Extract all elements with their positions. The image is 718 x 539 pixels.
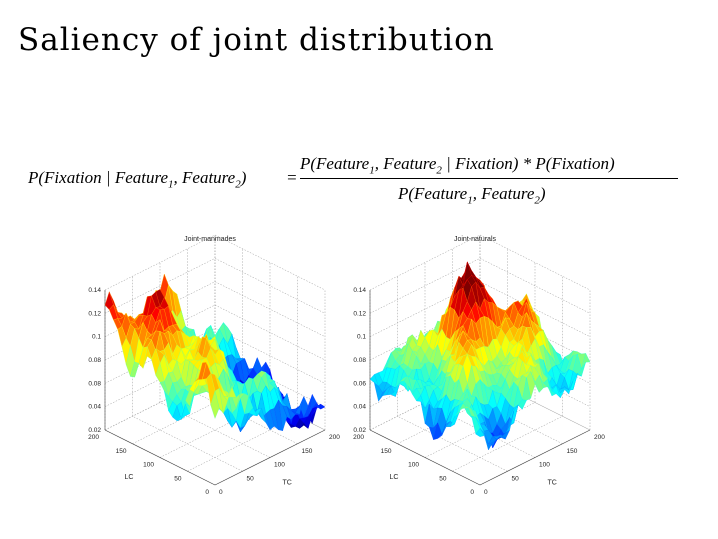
tc-tick-label: 50: [512, 475, 520, 482]
tc-tick-label: 0: [219, 489, 223, 495]
lc-tick-label: 0: [470, 489, 474, 495]
tc-tick-label: 50: [247, 475, 255, 482]
surface-plot-naturals: Joint-naturals 0.14 0.12 0.1 0.08 0.06 0.04 0.…: [345, 230, 605, 495]
lc-tick-label: 100: [408, 462, 419, 469]
fraction-bar: [300, 178, 678, 179]
z-tick-label: 0.06: [353, 380, 366, 387]
bayes-formula: P(Fixation | Feature1, Feature2) = P(Fea…: [0, 148, 718, 218]
x-axis-label: LC: [125, 474, 134, 481]
lc-tick-label: 50: [174, 475, 182, 482]
z-tick-label: 0.04: [353, 404, 366, 411]
lc-tick-label: 50: [439, 475, 447, 482]
surface: [104, 273, 326, 433]
formula-numerator: P(Feature1, Feature2 | Fixation) * P(Fix…: [300, 154, 615, 177]
formula-lhs: P(Fixation | Feature1, Feature2): [28, 168, 247, 191]
tc-tick-label: 200: [594, 434, 605, 441]
lc-tick-label: 150: [116, 448, 127, 455]
plot-title: Joint-naturals: [453, 236, 497, 243]
lc-tick-label: 200: [88, 434, 99, 441]
tc-tick-label: 150: [567, 448, 578, 455]
z-tick-label: 0.04: [88, 404, 101, 411]
y-axis-label: TC: [283, 479, 292, 486]
lc-tick-label: 150: [381, 448, 392, 455]
tc-tick-label: 0: [484, 489, 488, 495]
lc-tick-label: 200: [353, 434, 364, 441]
z-tick-label: 0.02: [88, 427, 101, 434]
plot-title: Joint-manmades: [184, 236, 236, 243]
lc-tick-label: 0: [205, 489, 209, 495]
z-tick-label: 0.08: [88, 357, 101, 364]
z-tick-label: 0.02: [353, 427, 366, 434]
z-tick-label: 0.14: [88, 287, 101, 294]
y-axis-label: TC: [548, 479, 557, 486]
tc-tick-label: 100: [274, 462, 285, 469]
lc-tick-label: 100: [143, 462, 154, 469]
surface: [369, 261, 591, 451]
tc-tick-label: 150: [302, 448, 313, 455]
z-tick-label: 0.12: [88, 310, 101, 317]
z-tick-label: 0.08: [88, 380, 101, 387]
z-tick-label: 0.08: [353, 357, 366, 364]
z-tick-label: 0.14: [353, 287, 366, 294]
tc-tick-label: 200: [329, 434, 340, 441]
tc-tick-label: 100: [539, 462, 550, 469]
slide-title: Saliency of joint distribution: [18, 22, 495, 58]
z-tick-label: 0.1: [92, 334, 101, 341]
z-tick-label: 0.12: [353, 310, 366, 317]
x-axis-label: LC: [390, 474, 399, 481]
formula-denominator: P(Feature1, Feature2): [398, 184, 546, 207]
z-tick-label: 0.1: [357, 334, 366, 341]
formula-equals: =: [286, 168, 298, 187]
surface-plot-manmades: Joint-manmades 0.14 0.12 0.1 0.08 0.08 0.04 0.…: [80, 230, 340, 495]
